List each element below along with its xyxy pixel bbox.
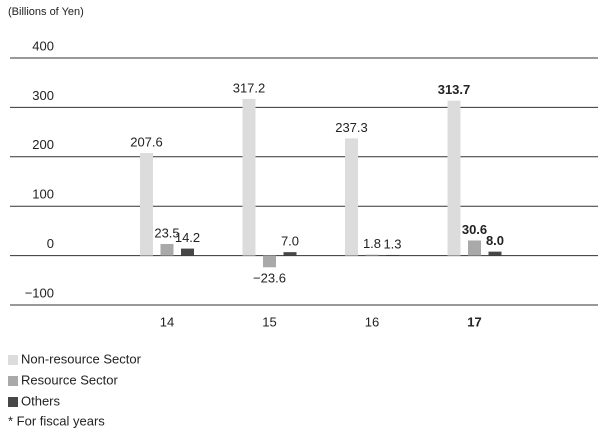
y-tick-label: 300 — [32, 88, 54, 103]
bar — [345, 138, 358, 256]
bar — [242, 98, 256, 256]
legend-swatch — [8, 376, 18, 386]
bar — [263, 255, 276, 268]
bar — [468, 240, 481, 256]
data-label: 317.2 — [233, 80, 266, 95]
y-tick-label: 100 — [32, 187, 54, 202]
y-tick-label: 400 — [32, 38, 54, 53]
data-label: 7.0 — [281, 234, 299, 249]
data-label: 1.3 — [383, 236, 401, 251]
data-label: 8.0 — [486, 233, 504, 248]
y-tick-label: 200 — [32, 137, 54, 152]
bar — [386, 254, 399, 256]
legend-label: Resource Sector — [21, 372, 118, 387]
y-tick-label: −100 — [25, 285, 54, 300]
footnote: * For fiscal years — [8, 413, 105, 428]
x-tick-label: 14 — [160, 314, 174, 329]
data-label: 313.7 — [438, 82, 471, 97]
bar — [160, 243, 174, 256]
data-label: 1.8 — [363, 236, 381, 251]
y-axis-label: (Billions of Yen) — [8, 6, 84, 18]
legend-swatch — [8, 355, 18, 365]
x-tick-label: 16 — [365, 314, 379, 329]
data-label: 14.2 — [175, 230, 200, 245]
bar — [447, 100, 461, 256]
data-label: −23.6 — [253, 271, 286, 286]
data-label: 30.6 — [462, 222, 487, 237]
data-label: 23.5 — [154, 225, 179, 240]
bar — [365, 254, 379, 256]
y-tick-label: 0 — [47, 236, 54, 251]
bar — [140, 153, 153, 256]
bar — [283, 252, 297, 256]
data-label: 207.6 — [130, 134, 163, 149]
x-tick-label: 15 — [262, 314, 276, 329]
bar — [181, 248, 194, 256]
bar — [488, 251, 502, 256]
x-tick-label: 17 — [467, 314, 481, 329]
legend-swatch — [8, 397, 18, 407]
data-label: 237.3 — [335, 120, 368, 135]
legend-label: Others — [21, 393, 61, 408]
legend-label: Non-resource Sector — [21, 351, 142, 366]
